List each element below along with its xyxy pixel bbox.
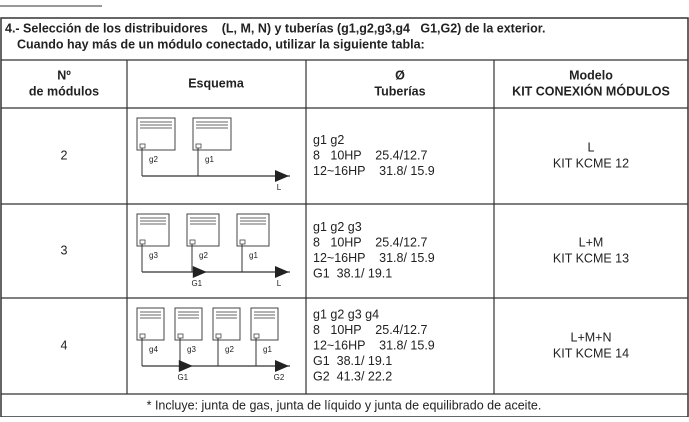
port xyxy=(215,333,222,339)
distributor xyxy=(275,360,289,372)
port xyxy=(189,239,196,245)
pipe-spec: G1 38.1/ 19.1 xyxy=(313,354,392,368)
pipe-spec: G1 38.1/ 19.1 xyxy=(313,267,392,281)
column-header: Modelo xyxy=(569,68,613,82)
pipe-label: g3 xyxy=(149,251,158,260)
pipe-label: g1 xyxy=(249,251,258,260)
pipe-label: g3 xyxy=(187,345,196,354)
port xyxy=(239,239,246,245)
model: KIT KCME 12 xyxy=(553,156,629,170)
diagram: g4 g3 g2 g1 G1 G2 xyxy=(136,307,290,382)
modules: 2 xyxy=(61,148,68,162)
pipe-spec: 8 10HP 25.4/12.7 xyxy=(313,148,427,162)
pipe-spec: g1 g2 xyxy=(313,133,344,147)
pipe-label: g1 xyxy=(205,155,214,164)
distributor-label: G1 xyxy=(191,279,202,288)
distributor-label: G1 xyxy=(177,373,188,382)
distributor-label: L xyxy=(277,279,282,288)
pipe-spec: 12~16HP 31.8/ 15.9 xyxy=(313,251,435,265)
modules: 4 xyxy=(61,338,68,352)
pipe-spec: g1 g2 g3 g4 xyxy=(313,307,379,321)
column-header: Tuberías xyxy=(374,84,425,98)
pipe-label: g2 xyxy=(199,251,208,260)
port xyxy=(139,333,146,339)
column-header: Nº xyxy=(57,68,71,82)
pipe-label: g1 xyxy=(263,345,272,354)
pipe-label: g4 xyxy=(149,345,158,354)
pipe-label: g2 xyxy=(225,345,234,354)
pipe-label: g2 xyxy=(149,155,158,164)
pipe-spec: g1 g2 g3 xyxy=(313,220,362,234)
port xyxy=(253,333,260,339)
pipe-spec: 12~16HP 31.8/ 15.9 xyxy=(313,338,435,352)
model: L xyxy=(588,140,595,154)
distributor xyxy=(178,360,193,372)
port xyxy=(177,333,184,339)
port xyxy=(139,239,146,245)
pipe-spec: 12~16HP 31.8/ 15.9 xyxy=(313,164,435,178)
distributor xyxy=(275,266,289,278)
column-header: Ø xyxy=(395,68,405,82)
pipe-spec: 8 10HP 25.4/12.7 xyxy=(313,323,427,337)
pipe-spec: G2 41.3/ 22.2 xyxy=(313,369,392,383)
column-header: de módulos xyxy=(29,84,99,98)
header-line: Cuando hay más de un módulo conectado, u… xyxy=(17,37,425,51)
column-header: KIT CONEXIÓN MÓDULOS xyxy=(512,83,670,98)
diagram: g3 g2 g1 G1 L xyxy=(136,213,290,288)
distributor-label: L xyxy=(277,183,282,192)
port xyxy=(195,143,202,149)
model: KIT KCME 13 xyxy=(553,251,629,265)
pipe-spec: 8 10HP 25.4/12.7 xyxy=(313,236,427,250)
distributor xyxy=(192,266,207,278)
model: L+M xyxy=(579,235,604,249)
port xyxy=(139,143,146,149)
footnote: * Incluye: junta de gas, junta de líquid… xyxy=(147,398,542,412)
model: L+M+N xyxy=(571,330,612,344)
diagram: g2 g1 L xyxy=(136,117,290,192)
column-header: Esquema xyxy=(188,76,245,90)
distributor-label: G2 xyxy=(274,373,285,382)
model: KIT KCME 14 xyxy=(553,346,629,360)
distributor xyxy=(275,170,289,182)
header-line: 4.- Selección de los distribuidores (L, … xyxy=(5,21,545,35)
modules: 3 xyxy=(61,243,68,257)
